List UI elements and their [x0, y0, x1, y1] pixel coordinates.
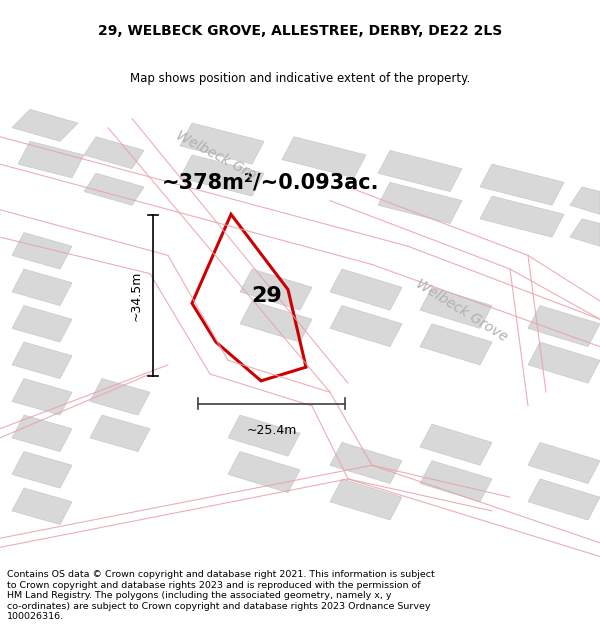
Text: HM Land Registry. The polygons (including the associated geometry, namely x, y: HM Land Registry. The polygons (includin… [7, 591, 392, 600]
Polygon shape [12, 109, 78, 141]
Polygon shape [330, 306, 402, 347]
Polygon shape [18, 141, 84, 177]
Polygon shape [12, 269, 72, 306]
Polygon shape [378, 182, 462, 223]
Polygon shape [330, 269, 402, 310]
Text: Welbeck Gro: Welbeck Gro [173, 128, 259, 182]
Polygon shape [420, 461, 492, 502]
Text: ~34.5m: ~34.5m [129, 271, 142, 321]
Polygon shape [180, 155, 264, 196]
Polygon shape [330, 442, 402, 484]
Polygon shape [12, 379, 72, 415]
Polygon shape [228, 415, 300, 456]
Polygon shape [12, 451, 72, 488]
Text: co-ordinates) are subject to Crown copyright and database rights 2023 Ordnance S: co-ordinates) are subject to Crown copyr… [7, 601, 431, 611]
Polygon shape [480, 164, 564, 205]
Text: 29: 29 [251, 286, 283, 306]
Polygon shape [528, 342, 600, 383]
Polygon shape [570, 219, 600, 246]
Polygon shape [84, 137, 144, 169]
Polygon shape [12, 306, 72, 342]
Text: Contains OS data © Crown copyright and database right 2021. This information is : Contains OS data © Crown copyright and d… [7, 571, 435, 579]
Polygon shape [180, 123, 264, 164]
Polygon shape [570, 187, 600, 214]
Polygon shape [90, 379, 150, 415]
Polygon shape [528, 306, 600, 347]
Polygon shape [480, 196, 564, 237]
Polygon shape [420, 288, 492, 328]
Polygon shape [12, 342, 72, 379]
Polygon shape [228, 451, 300, 493]
Polygon shape [528, 442, 600, 484]
Polygon shape [240, 301, 312, 342]
Polygon shape [90, 415, 150, 451]
Polygon shape [240, 269, 312, 310]
Text: Welbeck Grove: Welbeck Grove [414, 276, 510, 344]
Polygon shape [330, 479, 402, 520]
Polygon shape [12, 232, 72, 269]
Text: 100026316.: 100026316. [7, 612, 64, 621]
Polygon shape [282, 137, 366, 178]
Polygon shape [420, 424, 492, 465]
Text: ~378m²/~0.093ac.: ~378m²/~0.093ac. [162, 173, 380, 192]
Text: ~25.4m: ~25.4m [247, 424, 296, 438]
Polygon shape [528, 479, 600, 520]
Polygon shape [84, 173, 144, 205]
Polygon shape [378, 151, 462, 191]
Text: to Crown copyright and database rights 2023 and is reproduced with the permissio: to Crown copyright and database rights 2… [7, 581, 421, 590]
Polygon shape [12, 488, 72, 524]
Text: 29, WELBECK GROVE, ALLESTREE, DERBY, DE22 2LS: 29, WELBECK GROVE, ALLESTREE, DERBY, DE2… [98, 24, 502, 38]
Polygon shape [420, 324, 492, 365]
Polygon shape [12, 415, 72, 451]
Text: Map shows position and indicative extent of the property.: Map shows position and indicative extent… [130, 72, 470, 85]
